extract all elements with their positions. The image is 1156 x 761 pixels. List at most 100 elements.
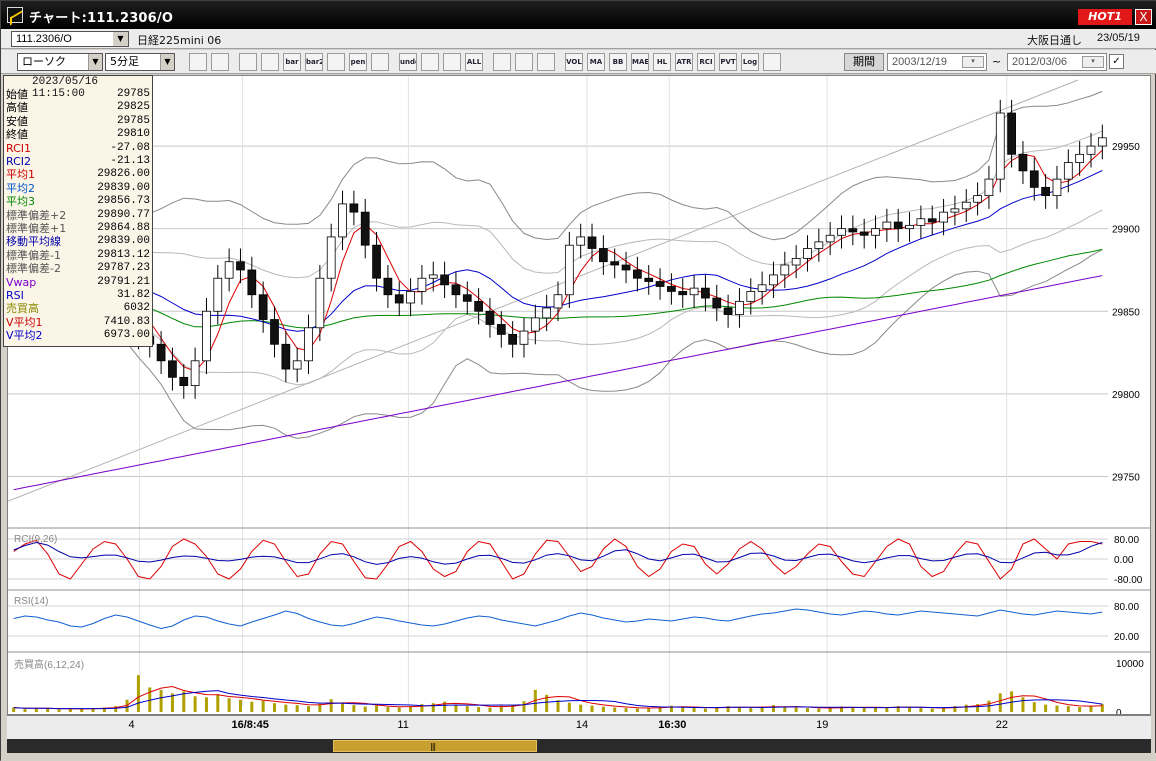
scroll-thumb[interactable]: ||| [333, 740, 537, 752]
info-label: 売買高 [6, 302, 39, 316]
candle-body [406, 291, 415, 304]
info-value: 29785 [116, 114, 150, 127]
tool-button-pvt[interactable]: PVT [719, 53, 737, 71]
tool-button-mae[interactable]: MAE [631, 53, 649, 71]
symbol-dropdown-button[interactable]: ▼ [113, 32, 128, 46]
tool-button-zoom-in[interactable] [239, 53, 257, 71]
close-button[interactable]: X [1135, 9, 1152, 25]
tool-button-bar2[interactable]: bar2 [305, 53, 323, 71]
volume-bar [431, 703, 435, 712]
tool-button-tools[interactable] [493, 53, 511, 71]
volume-bar [12, 707, 16, 712]
candle-body [689, 287, 699, 296]
candle-body [882, 221, 892, 230]
tool-button-atr[interactable]: ATR [675, 53, 693, 71]
period-button[interactable]: 期間 [844, 53, 884, 71]
volume-bar [703, 708, 707, 712]
volume-bar [511, 704, 515, 712]
volume-bar [386, 707, 390, 712]
interval-select[interactable]: 5分足 ▼ [105, 53, 175, 71]
volume-bar [851, 707, 855, 712]
volume-bar [828, 707, 832, 712]
tool-button-candle2[interactable] [443, 53, 461, 71]
info-label: 平均3 [6, 195, 35, 209]
tool-button-rci[interactable]: RCI [697, 53, 715, 71]
volume-bar [908, 707, 912, 712]
info-label: 始値 [6, 88, 28, 101]
candle-body [349, 203, 359, 213]
calendar-icon[interactable]: ▾ [962, 56, 984, 68]
info-label: 平均1 [6, 168, 35, 182]
info-label: 標準偏差+1 [6, 222, 67, 235]
volume-bar [692, 708, 696, 712]
tool-button-crosshair[interactable] [211, 53, 229, 71]
symbol-input[interactable]: 111.2306/O [11, 31, 129, 47]
volume-tick-label: 0 [1116, 708, 1122, 714]
tool-button-search[interactable] [189, 53, 207, 71]
date-to-field[interactable]: 2012/03/06 ▾ [1007, 53, 1107, 71]
tool-button-color[interactable] [537, 53, 555, 71]
info-label: 標準偏差+2 [6, 208, 67, 222]
price-chart[interactable]: 29950 29900 29850 29800 29750 80.00 0.00 -80.00… [8, 76, 1150, 714]
volume-bar [68, 709, 72, 712]
tool-button-pointer[interactable] [371, 53, 389, 71]
chevron-down-icon[interactable]: ▼ [160, 54, 174, 70]
tool-button-pen[interactable]: pen [349, 53, 367, 71]
chart-type-value: ローソク [22, 55, 66, 68]
apply-checkbox[interactable]: ✓ [1109, 54, 1124, 69]
volume-bar [658, 706, 662, 712]
tool-button-candle[interactable] [421, 53, 439, 71]
volume-bar [749, 708, 753, 712]
tool-button-log[interactable]: Log [741, 53, 759, 71]
candle-body [667, 286, 676, 292]
volume-bar [397, 707, 401, 712]
tool-button-measure[interactable] [327, 53, 345, 71]
tool-button-bar[interactable]: bar [283, 53, 301, 71]
candle-body [995, 112, 1005, 180]
info-label: 標準偏差-1 [6, 248, 61, 262]
tool-button-hl[interactable]: HL [653, 53, 671, 71]
info-row: 標準偏差+1 29864.88 [6, 222, 150, 235]
volume-bar [783, 707, 787, 712]
volume-bar [976, 704, 980, 712]
tool-button-zoom-out[interactable] [261, 53, 279, 71]
info-row: V平均2 6973.00 [6, 329, 150, 342]
info-value: -21.13 [110, 155, 150, 167]
candle-body [1007, 112, 1016, 155]
bollinger-lower-2 [13, 249, 1103, 439]
tool-button-undo[interactable]: undo [399, 53, 417, 71]
volume-bar [1078, 707, 1082, 712]
chevron-down-icon[interactable]: ▼ [88, 54, 102, 70]
candle-body [859, 231, 869, 236]
rsi-tick-label: 80.00 [1114, 602, 1139, 613]
volume-bar [556, 700, 560, 712]
tool-button-ma[interactable]: MA [587, 53, 605, 71]
date-from-field[interactable]: 2003/12/19 ▾ [887, 53, 987, 71]
hot-badge[interactable]: HOT1 [1078, 9, 1132, 25]
candle-body [893, 221, 903, 230]
volume-bar [805, 708, 809, 712]
candle-body [156, 343, 166, 362]
candle-body [168, 360, 177, 378]
tool-button-vol[interactable]: VOL [565, 53, 583, 71]
volume-bar [624, 708, 628, 712]
info-value: 7410.83 [103, 315, 150, 328]
tool-button-brush[interactable] [515, 53, 533, 71]
volume-bar [23, 709, 27, 712]
volume-bar [250, 701, 254, 712]
tool-button-bb[interactable]: BB [609, 53, 627, 71]
calendar-icon[interactable]: ▾ [1082, 56, 1104, 68]
info-row: RCI1 -27.08 [6, 142, 150, 155]
candle-body [973, 195, 982, 203]
horizontal-scrollbar[interactable]: ||| [7, 739, 1151, 753]
tool-button-export[interactable] [763, 53, 781, 71]
info-row: 始値 29785 [6, 88, 150, 101]
rci-tick-label: 80.00 [1114, 535, 1139, 546]
title-bar[interactable]: チャート:111.2306/O HOT1 X [1, 1, 1156, 29]
chart-type-select[interactable]: ローソク ▼ [17, 53, 103, 71]
volume-bar [567, 702, 571, 712]
info-row: 売買高 6032 [6, 302, 150, 315]
volume-bar [681, 707, 685, 712]
tool-button-all[interactable]: ALL [465, 53, 483, 71]
chart-area[interactable]: 29950 29900 29850 29800 29750 80.00 0.00 -80.00… [7, 75, 1151, 715]
